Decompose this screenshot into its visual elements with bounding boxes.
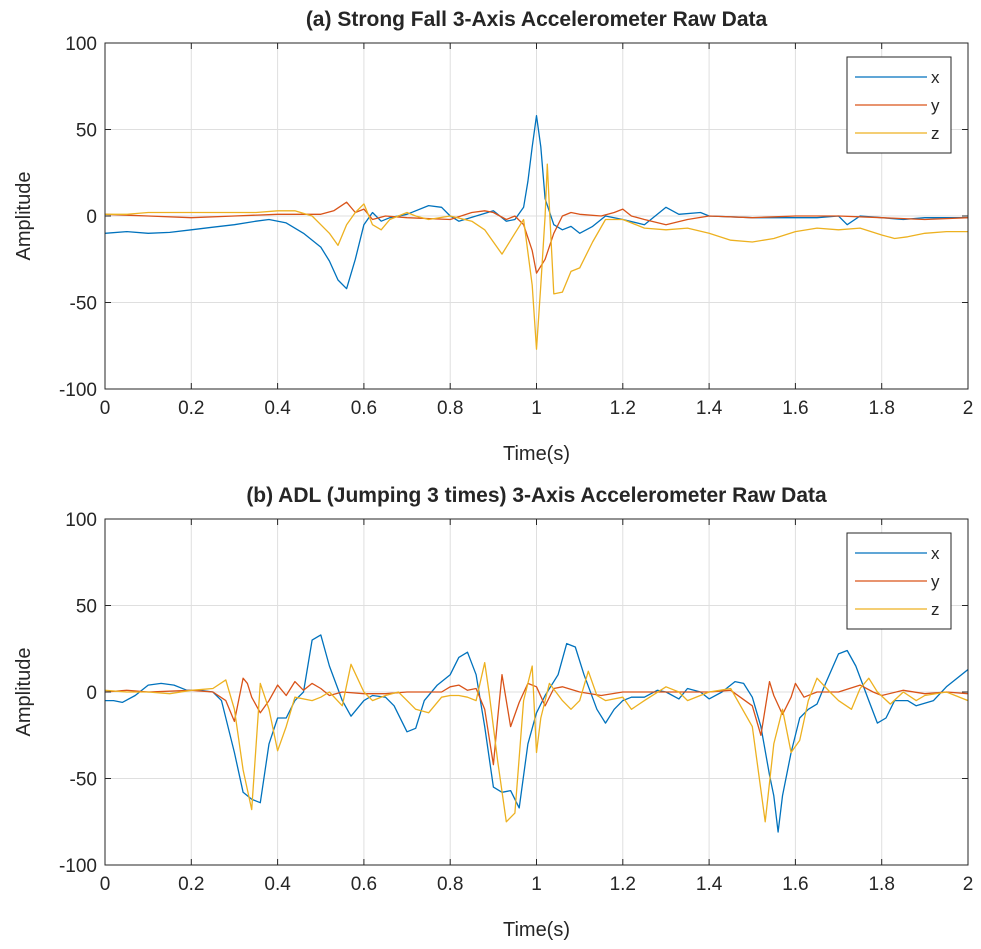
x-axis-label: Time(s): [503, 443, 570, 465]
x-tick-label: 1.4: [696, 874, 723, 895]
x-tick-label: 0: [100, 874, 111, 895]
x-tick-label: 1.2: [610, 874, 636, 895]
series-group: [105, 115, 968, 350]
legend-label-z: z: [931, 600, 940, 619]
legend: xyz: [846, 532, 952, 630]
x-tick-label: 0.6: [351, 398, 377, 419]
chart-panel-b: 0 0.2 0.4 0.6 0.8 1 1.2 1.4 1.6 1.8 2 -100 -50 0 50 100…: [13, 484, 973, 941]
chart-title: (a) Strong Fall 3-Axis Accelerometer Raw…: [306, 8, 768, 31]
x-tick-label: 1: [531, 874, 542, 895]
x-tick-label: 1.6: [782, 398, 808, 419]
legend-label-y: y: [931, 96, 940, 115]
chart-panel-a: 0 0.2 0.4 0.6 0.8 1 1.2 1.4 1.6 1.8 2 -100 -50 0 50 100…: [13, 8, 973, 465]
x-tick-label: 0.2: [178, 398, 204, 419]
series-line-y: [105, 201, 968, 274]
series-line-y: [105, 674, 968, 766]
legend-label-x: x: [931, 544, 940, 563]
y-tick-label: -100: [59, 380, 97, 401]
series-line-z: [105, 163, 968, 350]
series-line-z: [105, 661, 968, 823]
y-tick-label: -50: [70, 770, 97, 791]
y-tick-label: 100: [65, 510, 97, 531]
legend-label-z: z: [931, 124, 940, 143]
y-tick-label: 50: [76, 597, 97, 618]
x-tick-label: 2: [963, 398, 974, 419]
x-tick-label: 0.6: [351, 874, 377, 895]
x-tick-label: 0.4: [264, 874, 291, 895]
x-tick-label: 1.8: [868, 874, 894, 895]
y-tick-label: 100: [65, 34, 97, 55]
x-tick-label: 0.8: [437, 874, 463, 895]
x-tick-label: 0.8: [437, 398, 463, 419]
y-axis-label: Amplitude: [13, 648, 35, 737]
x-tick-label: 1.2: [610, 398, 636, 419]
y-tick-label: 0: [86, 683, 97, 704]
legend: xyz: [846, 56, 952, 154]
y-tick-label: 50: [76, 121, 97, 142]
y-axis-label: Amplitude: [13, 172, 35, 261]
x-tick-label: 0.2: [178, 874, 204, 895]
legend-label-x: x: [931, 68, 940, 87]
x-tick-label: 2: [963, 874, 974, 895]
x-tick-label: 0: [100, 398, 111, 419]
x-tick-label: 1.8: [868, 398, 894, 419]
x-tick-label: 0.4: [264, 398, 291, 419]
legend-label-y: y: [931, 572, 940, 591]
x-tick-label: 1: [531, 398, 542, 419]
chart-title: (b) ADL (Jumping 3 times) 3-Axis Acceler…: [246, 484, 827, 507]
y-tick-label: -50: [70, 294, 97, 315]
x-tick-label: 1.4: [696, 398, 723, 419]
x-tick-label: 1.6: [782, 874, 808, 895]
series-group: [105, 634, 968, 833]
x-axis-label: Time(s): [503, 919, 570, 941]
y-tick-label: 0: [86, 207, 97, 228]
series-line-x: [105, 115, 968, 290]
y-tick-label: -100: [59, 856, 97, 877]
